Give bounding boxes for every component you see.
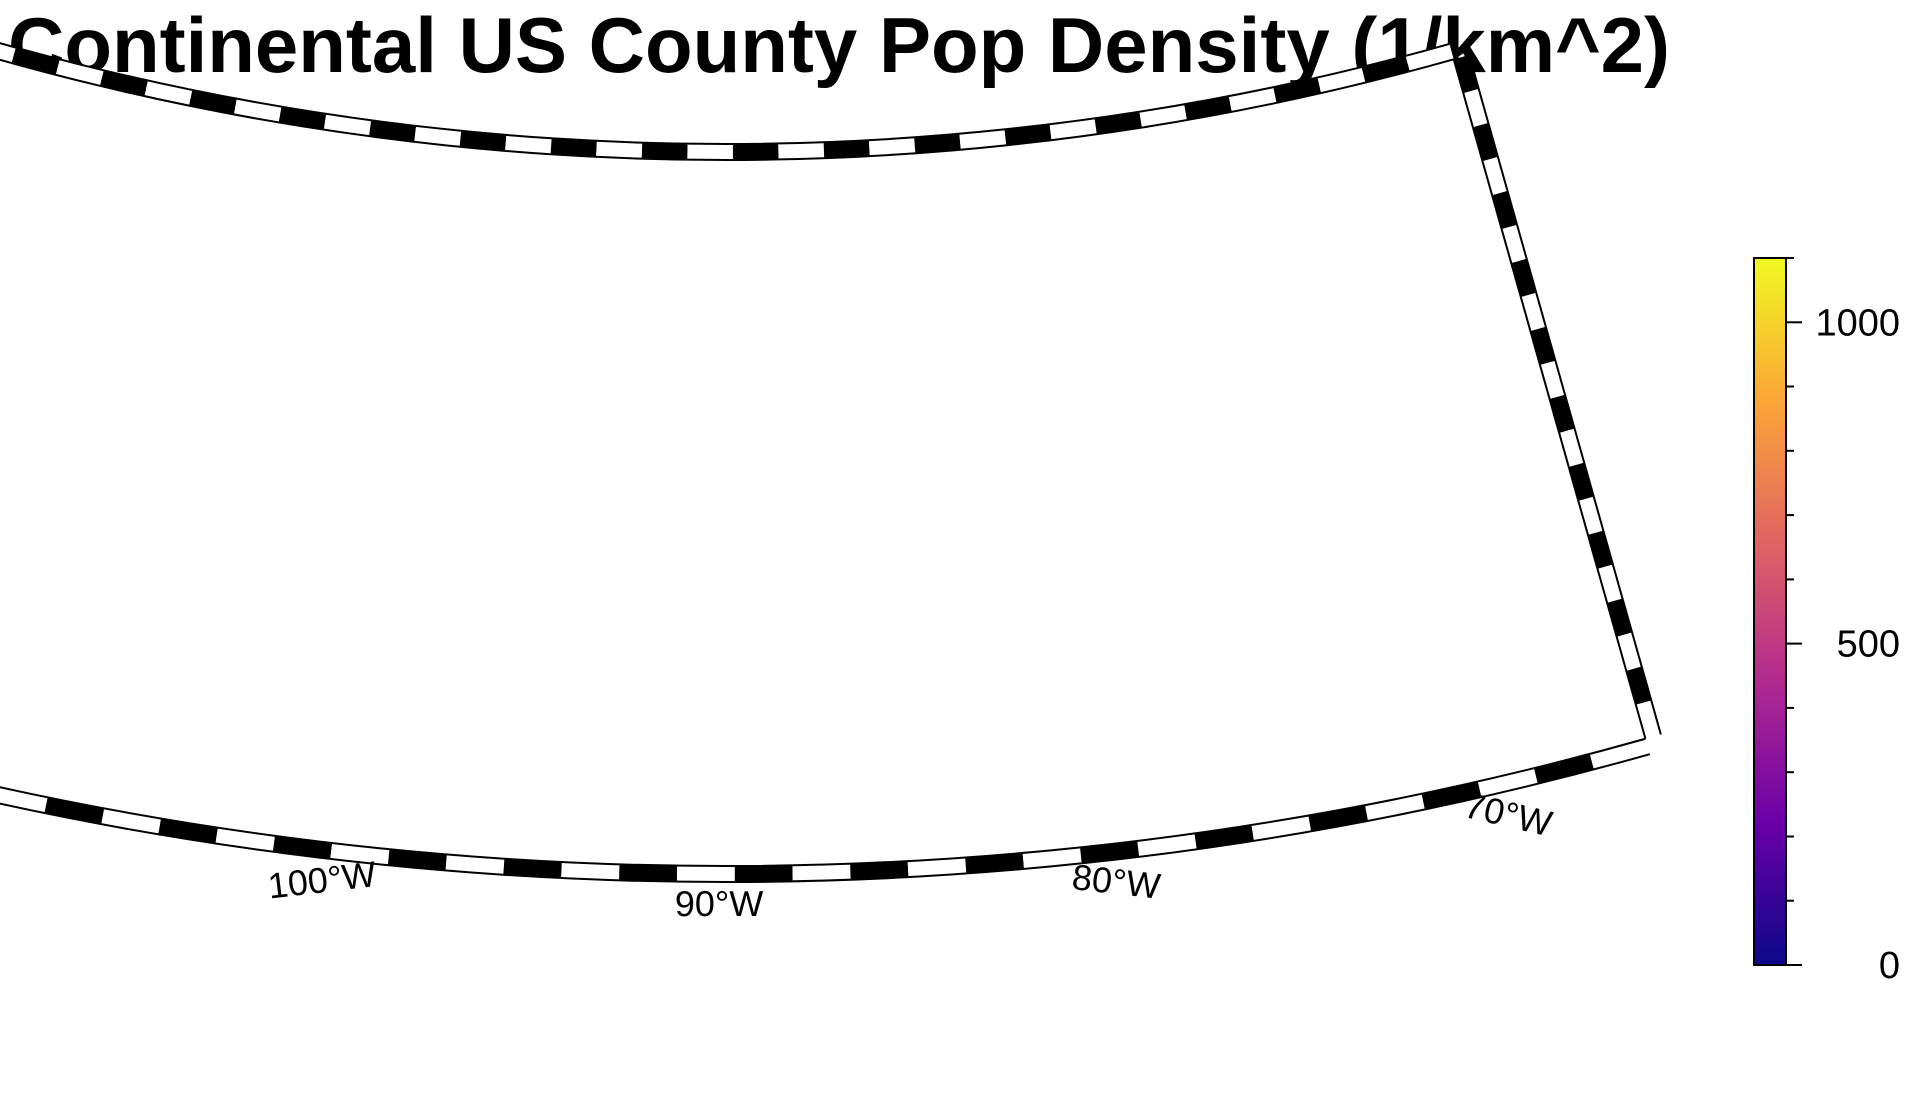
colorbar-label-0: 0 [1879, 945, 1900, 987]
colorbar-ticks: 0 500 1000 [1786, 257, 1900, 987]
colorbar-label-500: 500 [1837, 624, 1900, 666]
frame-right-side [1452, 54, 1662, 740]
map-frame [0, 42, 1662, 883]
frame-top-arc [0, 42, 1455, 161]
frame-bottom-arc [0, 737, 1651, 883]
lon-label-100w: 100°W [266, 853, 379, 906]
colorbar: 0 500 1000 [1753, 257, 1900, 987]
colorbar-label-1000: 1000 [1815, 302, 1900, 344]
lon-label-90w: 90°W [675, 883, 764, 924]
lon-label-70w: 70°W [1461, 784, 1556, 844]
longitude-labels: 120°W110°W100°W90°W80°W70°W [266, 784, 1556, 924]
lon-label-80w: 80°W [1070, 856, 1163, 907]
colorbar-bar [1753, 257, 1787, 966]
